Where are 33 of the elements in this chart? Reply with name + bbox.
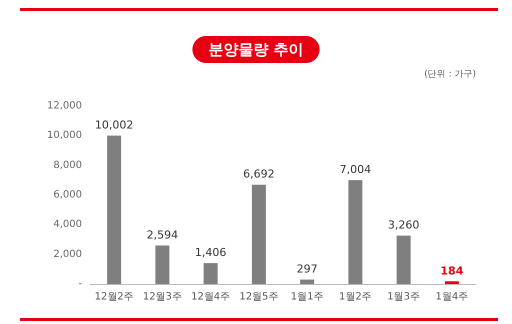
x-tick-label: 12월2주	[94, 292, 134, 302]
data-label: 2,594	[146, 228, 178, 242]
x-tick-label: 1월4주	[436, 292, 468, 302]
y-tick-label: 12,000	[47, 100, 82, 112]
bar	[396, 236, 411, 284]
text: (단위 : 가구)	[424, 70, 476, 80]
x-tick-label: 12월3주	[142, 292, 182, 302]
y-tick-label: 8,000	[53, 160, 82, 171]
data-label: 7,004	[340, 163, 372, 176]
bar	[444, 281, 459, 284]
y-tick-label: 6,000	[53, 190, 82, 200]
chart-title: 분양물량 추이	[208, 40, 304, 58]
data-label: 184	[440, 264, 464, 278]
data-label: 6,692	[243, 168, 275, 181]
bar	[155, 246, 170, 284]
data-label: 10,002	[94, 118, 134, 132]
x-tick-label: 1월1주	[290, 292, 324, 302]
y-tick-label: 4,000	[53, 219, 82, 230]
bar	[252, 184, 266, 284]
data-label: 3,260	[388, 218, 420, 232]
bar	[348, 180, 362, 284]
bar	[300, 280, 314, 284]
x-tick-label: 12월4주	[191, 292, 230, 302]
y-tick-label: -	[78, 278, 82, 290]
y-tick-label: 2,000	[53, 248, 82, 260]
y-tick-label: 10,000	[47, 130, 82, 142]
x-tick-label: 1월2주	[339, 292, 372, 302]
x-tick-label: 12월5주	[239, 292, 278, 302]
data-label: 297	[296, 262, 318, 276]
data-label: 1,406	[194, 246, 226, 260]
bar	[204, 263, 218, 284]
x-tick-label: 1월3주	[387, 292, 420, 302]
bar	[107, 136, 122, 284]
